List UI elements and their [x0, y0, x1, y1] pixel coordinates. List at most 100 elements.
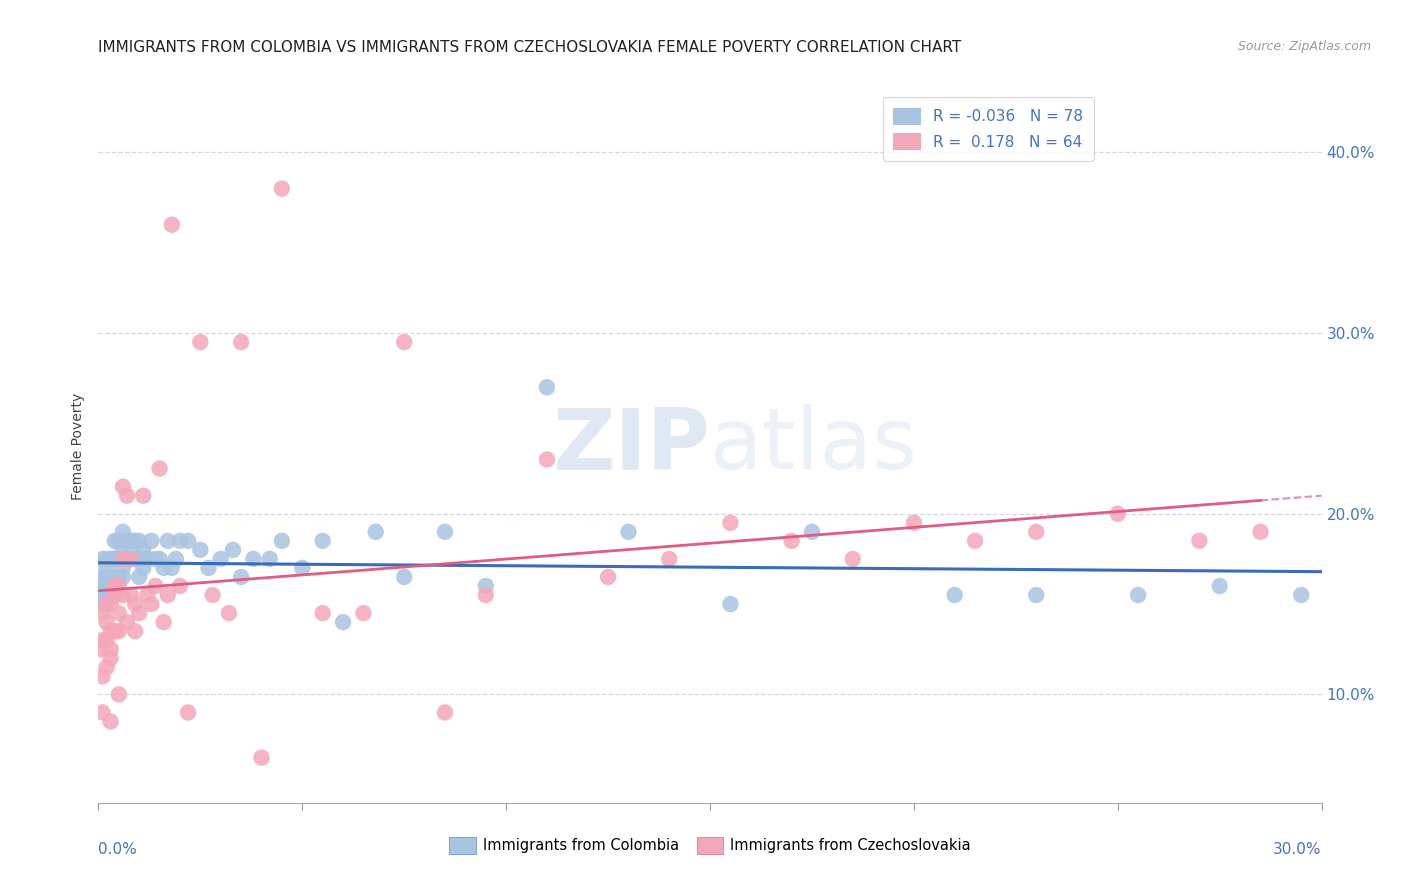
Point [160, 218, 183, 232]
Point [108, 606, 131, 620]
Point [96, 588, 118, 602]
Point [259, 552, 281, 566]
Point [120, 552, 142, 566]
Point [104, 624, 127, 639]
Point [136, 552, 159, 566]
Point [658, 552, 681, 566]
Y-axis label: Female Poverty: Female Poverty [72, 392, 86, 500]
Point [108, 552, 131, 566]
Point [780, 533, 803, 548]
Point [841, 552, 863, 566]
Point [291, 561, 314, 575]
Point [115, 533, 138, 548]
Point [132, 561, 155, 575]
Point [120, 552, 142, 566]
Point [100, 570, 122, 584]
Point [89, 588, 111, 602]
Point [965, 533, 987, 548]
Point [91, 597, 114, 611]
Point [96, 561, 118, 575]
Point [111, 561, 134, 575]
Point [1107, 507, 1129, 521]
Point [89, 642, 111, 657]
Point [141, 597, 163, 611]
Point [108, 687, 131, 701]
Point [188, 542, 212, 557]
Point [100, 552, 122, 566]
Point [96, 588, 118, 602]
Point [104, 579, 127, 593]
Point [96, 597, 118, 611]
Point [188, 335, 212, 350]
Point [124, 533, 146, 548]
Point [1291, 588, 1313, 602]
Point [152, 561, 174, 575]
Point [96, 660, 118, 674]
Point [434, 706, 457, 720]
Point [124, 597, 146, 611]
Point [598, 570, 620, 584]
Legend: Immigrants from Colombia, Immigrants from Czechoslovakia: Immigrants from Colombia, Immigrants fro… [443, 831, 977, 860]
Point [250, 750, 273, 764]
Point [434, 524, 457, 539]
Point [96, 552, 118, 566]
Point [149, 552, 172, 566]
Text: Source: ZipAtlas.com: Source: ZipAtlas.com [1237, 40, 1371, 54]
Point [115, 552, 138, 566]
Point [91, 579, 114, 593]
Point [536, 452, 558, 467]
Point [720, 597, 742, 611]
Point [218, 606, 240, 620]
Point [120, 588, 142, 602]
Point [96, 570, 118, 584]
Point [100, 714, 122, 729]
Point [943, 588, 966, 602]
Point [152, 615, 174, 629]
Point [536, 380, 558, 394]
Point [96, 615, 118, 629]
Point [392, 570, 416, 584]
Point [270, 533, 294, 548]
Point [111, 524, 134, 539]
Point [1025, 524, 1047, 539]
Point [100, 588, 122, 602]
Point [128, 533, 150, 548]
Point [165, 552, 187, 566]
Point [231, 335, 253, 350]
Point [128, 552, 150, 566]
Point [91, 588, 114, 602]
Point [115, 615, 138, 629]
Point [801, 524, 824, 539]
Point [111, 542, 134, 557]
Point [617, 524, 640, 539]
Point [312, 533, 335, 548]
Point [352, 606, 374, 620]
Point [177, 533, 200, 548]
Point [474, 579, 498, 593]
Point [124, 552, 146, 566]
Point [115, 489, 138, 503]
Point [120, 542, 142, 557]
Point [104, 588, 127, 602]
Point [100, 588, 122, 602]
Point [392, 335, 416, 350]
Point [128, 606, 150, 620]
Point [96, 633, 118, 648]
Point [169, 579, 191, 593]
Point [111, 588, 134, 602]
Point [115, 552, 138, 566]
Point [91, 706, 114, 720]
Point [104, 533, 127, 548]
Point [197, 561, 219, 575]
Point [231, 570, 253, 584]
Point [141, 533, 163, 548]
Point [100, 651, 122, 665]
Point [91, 588, 114, 602]
Text: 30.0%: 30.0% [1274, 842, 1322, 857]
Point [1025, 588, 1047, 602]
Point [104, 588, 127, 602]
Point [96, 579, 118, 593]
Text: 0.0%: 0.0% [98, 842, 138, 857]
Point [132, 489, 155, 503]
Point [104, 579, 127, 593]
